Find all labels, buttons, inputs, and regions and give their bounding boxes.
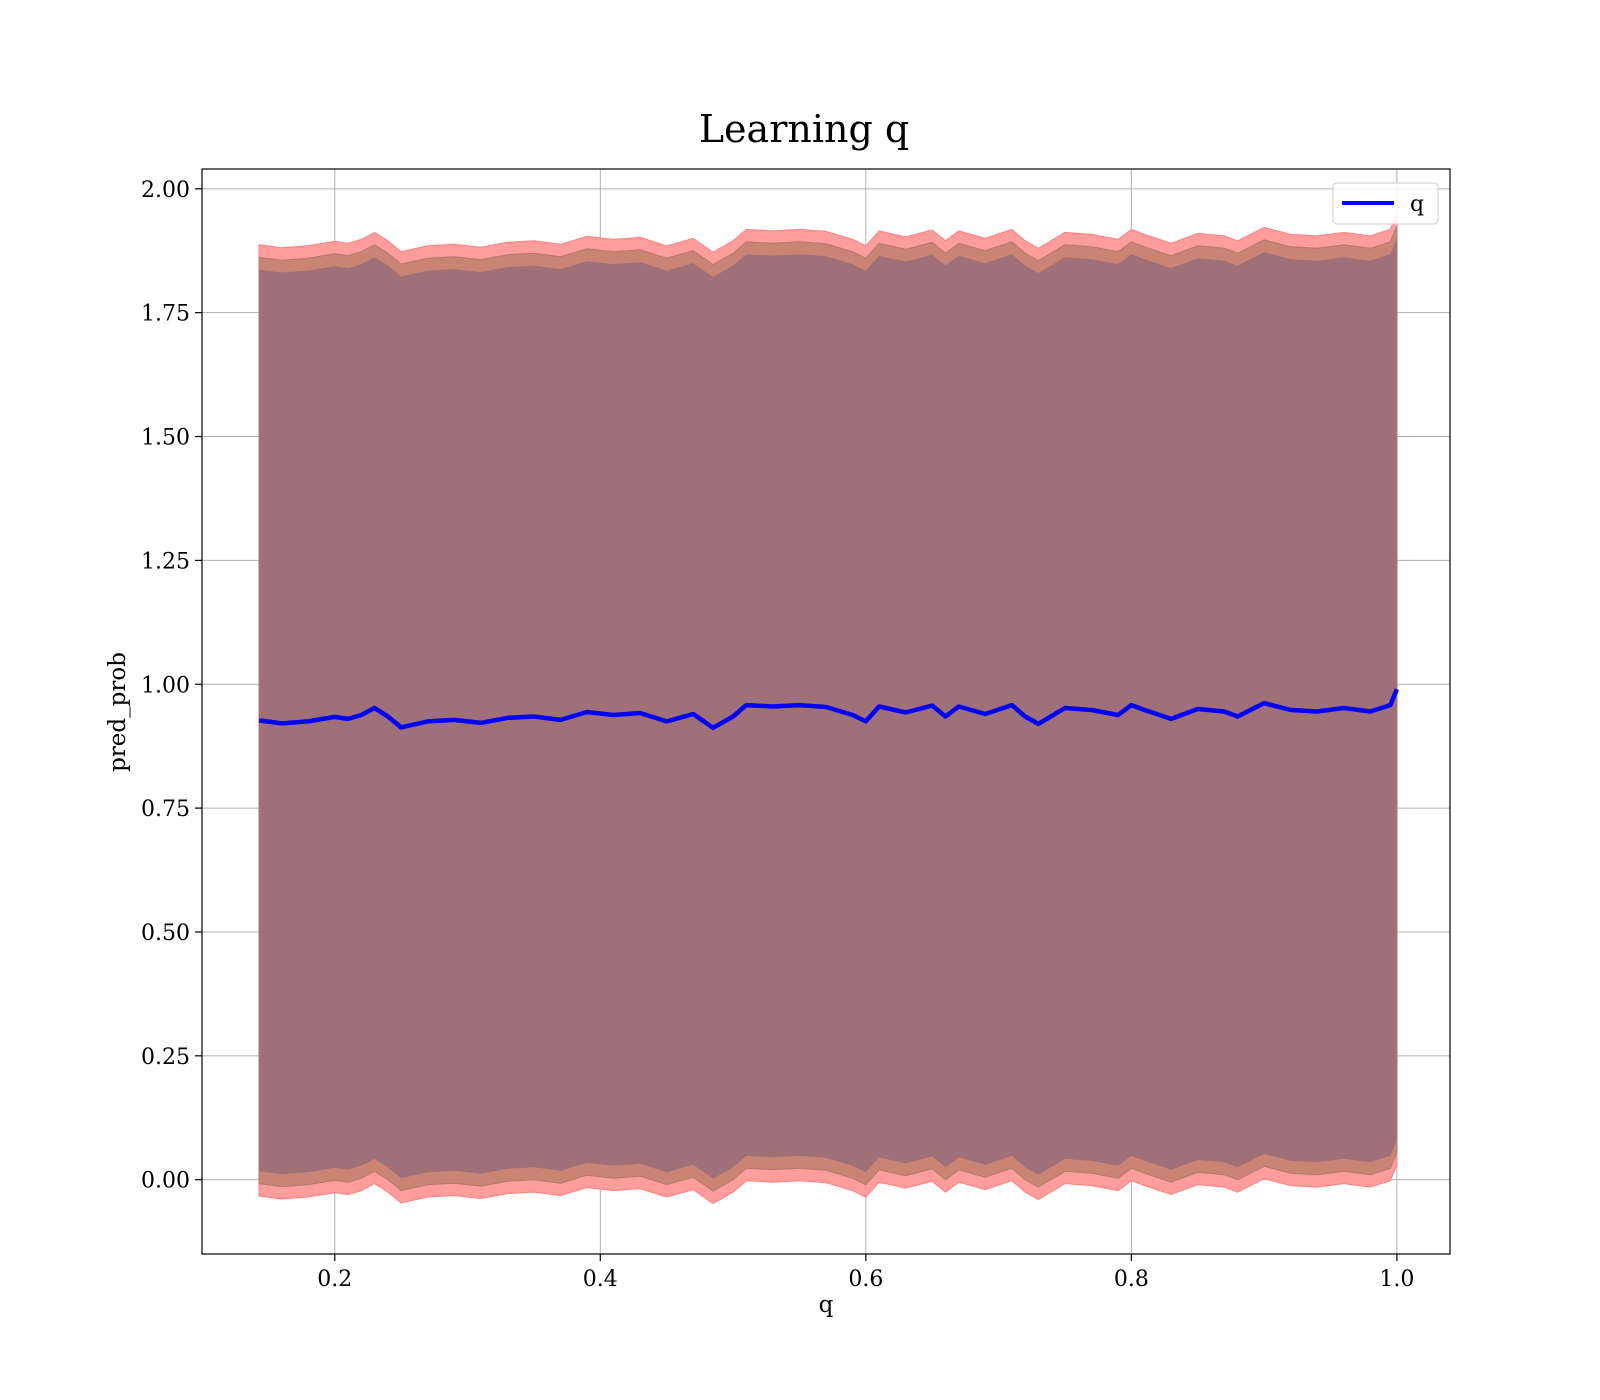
y-axis-label: pred_prob [105,652,131,772]
x-tick-label-4: 1.0 [1379,1267,1414,1292]
x-axis-label: q [819,1292,834,1318]
series-group [258,688,1399,731]
x-axis-ticks: 0.2 0.4 0.6 0.8 1.0 [317,1254,1414,1292]
y-tick-label-6: 1.50 [141,426,190,451]
legend-entry-q: q [1410,192,1424,217]
legend: q [1332,182,1439,225]
x-tick-label-0: 0.2 [317,1267,352,1292]
chart-title: Learning q [699,107,909,151]
y-axis-ticks: 0.00 0.25 0.50 0.75 1.00 1.25 1.50 1.75 2.00 [141,178,202,1194]
x-tick-label-2: 0.6 [848,1267,883,1292]
y-tick-label-4: 1.00 [141,673,190,698]
y-tick-label-0: 0.00 [141,1169,190,1194]
y-tick-label-2: 0.50 [141,921,190,946]
y-tick-label-5: 1.25 [141,549,190,574]
y-tick-label-3: 0.75 [141,797,190,822]
y-tick-label-1: 0.25 [141,1045,190,1070]
x-tick-label-3: 0.8 [1114,1267,1149,1292]
series-line-q [258,688,1399,731]
y-tick-label-8: 2.00 [141,178,190,203]
y-tick-label-7: 1.75 [141,302,190,327]
x-tick-label-1: 0.4 [583,1267,618,1292]
plot-frame [201,168,1451,1255]
